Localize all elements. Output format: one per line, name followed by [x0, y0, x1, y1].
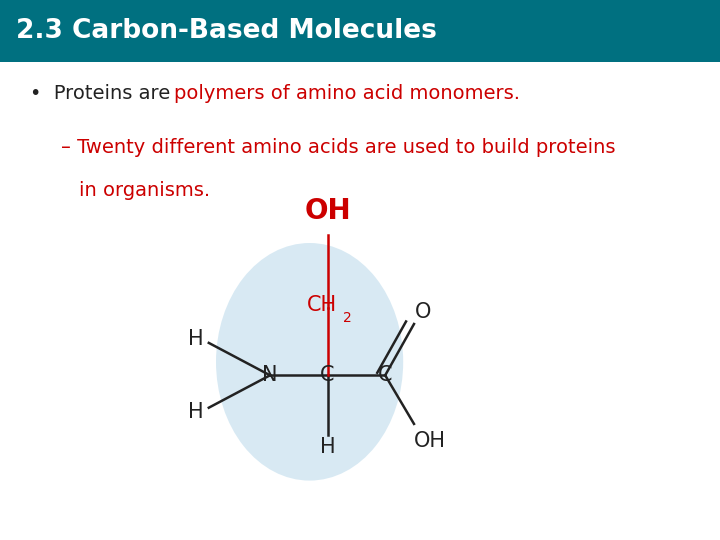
Text: O: O — [415, 302, 431, 322]
Text: polymers of amino acid monomers.: polymers of amino acid monomers. — [174, 84, 521, 103]
Text: •  Proteins are: • Proteins are — [30, 84, 176, 103]
Text: H: H — [188, 328, 204, 349]
Text: N: N — [262, 365, 278, 386]
Text: 2: 2 — [343, 310, 352, 325]
Text: OH: OH — [305, 197, 351, 225]
Text: H: H — [320, 436, 336, 457]
Bar — [0, 0, 720, 62]
Text: H: H — [188, 402, 204, 422]
Ellipse shape — [216, 243, 403, 481]
Text: C: C — [320, 365, 335, 386]
Text: C: C — [378, 365, 392, 386]
Text: in organisms.: in organisms. — [79, 181, 210, 200]
Text: OH: OH — [414, 431, 446, 451]
Text: CH: CH — [307, 295, 337, 315]
Text: – Twenty different amino acids are used to build proteins: – Twenty different amino acids are used … — [61, 138, 616, 157]
Text: 2.3 Carbon-Based Molecules: 2.3 Carbon-Based Molecules — [16, 18, 437, 44]
